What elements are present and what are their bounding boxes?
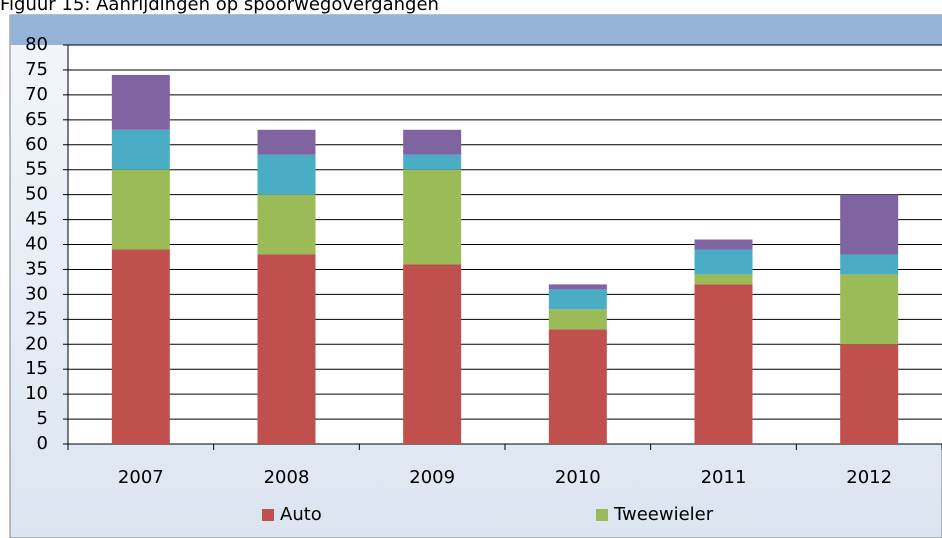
legend-label: Tweewieler: [613, 504, 714, 525]
x-tick-label: 2007: [118, 467, 164, 488]
x-tick-label: 2010: [555, 467, 601, 488]
y-tick-label: 5: [37, 408, 48, 429]
y-tick-label: 70: [25, 84, 48, 105]
bar-segment: [840, 274, 899, 345]
bar-segment: [694, 249, 753, 275]
x-tick-label: 2012: [846, 467, 892, 488]
y-tick-label: 40: [25, 234, 48, 255]
bar-segment: [694, 239, 753, 250]
bar-segment: [257, 194, 316, 255]
bar-segment: [548, 289, 607, 310]
chart-title: Figuur 15: Aanrijdingen op spoorwegoverg…: [0, 0, 439, 15]
y-tick-label: 50: [25, 184, 48, 205]
bar-segment: [257, 154, 316, 195]
bar-segment: [111, 74, 170, 130]
bar-segment: [403, 264, 462, 444]
y-tick-label: 55: [25, 159, 48, 180]
legend-label: Auto: [280, 504, 322, 525]
y-tick-label: 65: [25, 109, 48, 130]
y-tick-label: 30: [25, 283, 48, 304]
bar-segment: [548, 309, 607, 330]
y-tick-label: 45: [25, 209, 48, 230]
legend-swatch: [596, 509, 608, 521]
bar-segment: [840, 194, 899, 255]
y-tick-label: 10: [25, 383, 48, 404]
bar-segment: [403, 129, 462, 155]
y-tick-label: 60: [25, 134, 48, 155]
bar-segment: [403, 169, 462, 265]
bar-segment: [111, 129, 170, 170]
bar-segment: [403, 154, 462, 170]
y-tick-label: 35: [25, 258, 48, 279]
x-tick-label: 2011: [701, 467, 747, 488]
y-tick-label: 20: [25, 333, 48, 354]
bar-segment: [548, 329, 607, 444]
y-tick-label: 80: [25, 34, 48, 55]
bar-segment: [111, 249, 170, 444]
bar-segment: [111, 169, 170, 250]
bar-segment: [694, 284, 753, 444]
y-tick-label: 75: [25, 59, 48, 80]
y-tick-label: 25: [25, 308, 48, 329]
legend-swatch: [262, 509, 274, 521]
bar-segment: [257, 129, 316, 155]
y-tick-label: 0: [37, 433, 48, 454]
bar-segment: [257, 254, 316, 444]
x-tick-label: 2009: [409, 467, 455, 488]
bar-segment: [694, 274, 753, 285]
x-tick-label: 2008: [264, 467, 310, 488]
y-tick-label: 15: [25, 358, 48, 379]
header-band: [10, 15, 942, 45]
bar-segment: [548, 284, 607, 290]
bar-segment: [840, 254, 899, 275]
bar-segment: [840, 344, 899, 444]
